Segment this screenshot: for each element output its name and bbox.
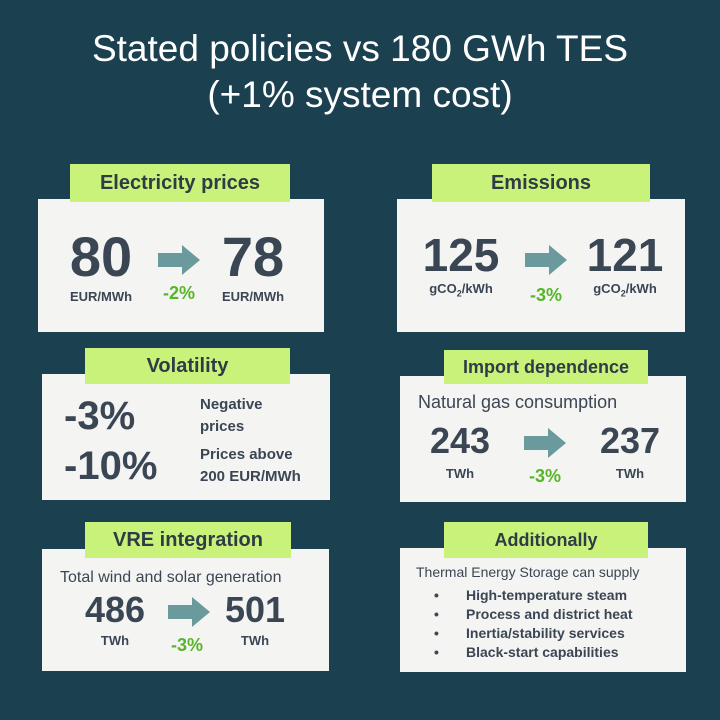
bullet-icon: •	[434, 625, 439, 641]
vre-from-value: 486	[84, 589, 146, 630]
bullet-icon: •	[434, 587, 439, 603]
additionally-card: Thermal Energy Storage can supply • High-…	[400, 548, 686, 672]
imports-to-value: 237	[599, 420, 661, 461]
volatility-row-2-value: -10%	[64, 444, 158, 488]
volatility-row-1-label: Negative prices	[200, 396, 263, 435]
volatility-card: -3% Negative prices -10% Prices above 20…	[42, 374, 330, 500]
electricity-from-value: 80	[69, 225, 133, 288]
list-item: • Process and district heat	[434, 606, 633, 622]
emissions-card: 125 gCO2/kWh -3% 121 gCO2/kWh	[397, 199, 685, 332]
emissions-to-value: 121	[586, 229, 664, 281]
list-item: • Black-start capabilities	[434, 644, 619, 660]
page-title: Stated policies vs 180 GWh TES (+1% syst…	[0, 26, 720, 118]
vre-subtitle: Total wind and solar generation	[60, 569, 282, 586]
right-arrow-icon	[168, 597, 210, 627]
bullet-icon: •	[434, 644, 439, 660]
list-item: • Inertia/stability services	[434, 625, 625, 641]
right-arrow-icon	[524, 428, 566, 458]
list-item: • High-temperature steam	[434, 587, 628, 603]
additionally-tag: Additionally	[444, 522, 648, 558]
imports-card: Natural gas consumption 243 TWh -3% 237 …	[400, 376, 686, 502]
electricity-card: 80 EUR/MWh -2% 78 EUR/MWh	[38, 199, 324, 332]
additionally-list: • High-temperature steam • Process and dis…	[434, 586, 633, 662]
emissions-change: -3%	[529, 285, 562, 305]
volatility-row-1-value: -3%	[64, 394, 136, 438]
imports-to-unit: TWh	[615, 466, 645, 481]
imports-subtitle: Natural gas consumption	[418, 392, 618, 412]
volatility-tag: Volatility	[85, 348, 290, 384]
emissions-tag: Emissions	[432, 164, 650, 202]
imports-from-unit: TWh	[445, 466, 475, 481]
right-arrow-icon	[525, 245, 567, 275]
bullet-icon: •	[434, 606, 439, 622]
electricity-from-unit: EUR/MWh	[69, 289, 133, 304]
vre-tag: VRE integration	[85, 522, 291, 558]
title-line-2: (+1% system cost)	[207, 74, 513, 115]
vre-card: Total wind and solar generation 486 TWh …	[42, 549, 329, 671]
emissions-to-unit: gCO2/kWh	[593, 281, 657, 299]
emissions-from-value: 125	[422, 229, 500, 281]
electricity-change: -2%	[162, 283, 195, 303]
emissions-from-unit: gCO2/kWh	[429, 281, 493, 299]
vre-to-value: 501	[224, 589, 286, 630]
vre-from-unit: TWh	[100, 633, 130, 648]
title-line-1: Stated policies vs 180 GWh TES	[91, 28, 629, 69]
imports-change: -3%	[528, 466, 561, 486]
additionally-subtitle: Thermal Energy Storage can supply	[416, 564, 640, 580]
electricity-to-value: 78	[221, 225, 285, 288]
volatility-row-2-label: Prices above 200 EUR/MWh	[200, 446, 301, 485]
vre-change: -3%	[170, 635, 203, 655]
imports-from-value: 243	[429, 420, 491, 461]
imports-tag: Import dependence	[444, 350, 648, 384]
vre-to-unit: TWh	[240, 633, 270, 648]
right-arrow-icon	[158, 245, 200, 275]
electricity-to-unit: EUR/MWh	[221, 289, 285, 304]
electricity-tag: Electricity prices	[70, 164, 290, 202]
